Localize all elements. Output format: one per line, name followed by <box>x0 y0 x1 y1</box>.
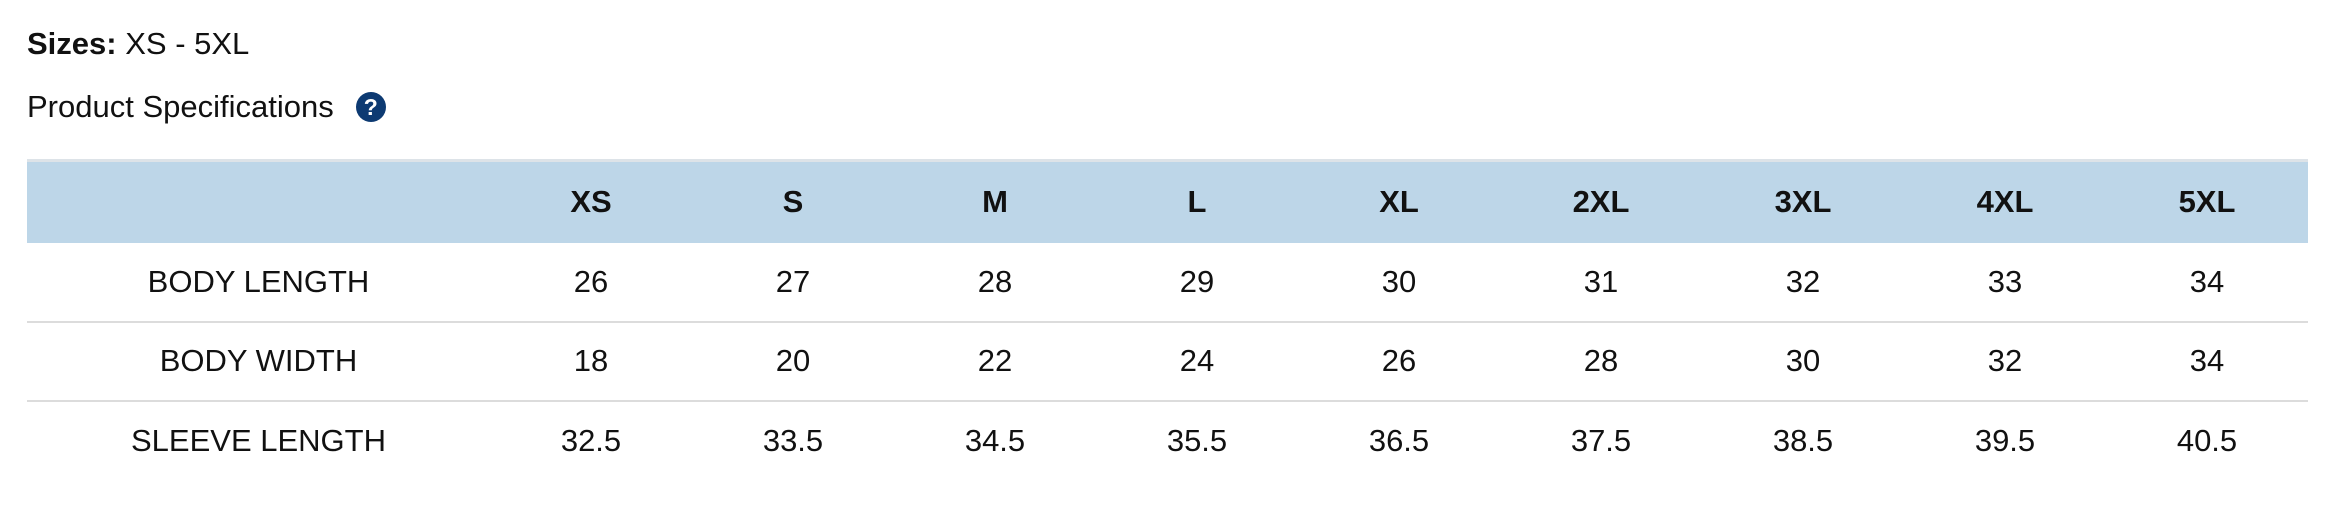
table-row: BODY LENGTH 26 27 28 29 30 31 32 33 34 <box>27 243 2308 322</box>
column-header-m: M <box>982 184 1008 220</box>
table-cell: 27 <box>775 263 811 299</box>
table-cell: 30 <box>1381 263 1417 299</box>
table-cell: 32 <box>1785 263 1821 299</box>
table-cell: 28 <box>1583 343 1619 378</box>
table-row: BODY WIDTH 18 20 22 24 26 28 30 32 34 <box>27 322 2308 401</box>
specs-title: Product Specifications <box>27 89 334 124</box>
header-empty-cell <box>27 161 490 243</box>
product-specifications-heading: Product Specifications ? <box>27 89 386 125</box>
table-cell: 24 <box>1179 343 1215 378</box>
table-cell: 30 <box>1785 343 1821 378</box>
table-cell: 29 <box>1179 263 1215 299</box>
table-cell: 31 <box>1583 263 1619 299</box>
table-cell: 33.5 <box>762 422 824 458</box>
table-cell: 37.5 <box>1570 422 1632 458</box>
table-cell: 33 <box>1987 263 2023 299</box>
table-cell: 39.5 <box>1974 422 2036 458</box>
table-cell: 18 <box>573 343 609 378</box>
column-header-s: S <box>782 184 804 220</box>
sizes-label: Sizes: <box>27 26 117 61</box>
table-header-row: XS S M L XL 2XL 3XL 4XL 5XL <box>27 160 2308 243</box>
column-header-xl: XL <box>1379 184 1419 220</box>
table-cell: 26 <box>573 263 609 299</box>
table-cell: 35.5 <box>1166 422 1228 458</box>
question-circle-icon[interactable]: ? <box>355 92 386 122</box>
column-header-l: L <box>1187 184 1207 220</box>
table-row: SLEEVE LENGTH 32.5 33.5 34.5 35.5 36.5 37.5 38.… <box>27 401 2308 480</box>
table-cell: 32 <box>1987 343 2023 378</box>
column-header-4xl: 4XL <box>1976 184 2034 220</box>
column-header-xs: XS <box>570 184 612 220</box>
table-cell: 22 <box>977 343 1013 378</box>
table-cell: 28 <box>977 263 1013 299</box>
column-header-2xl: 2XL <box>1572 184 1630 220</box>
column-header-5xl: 5XL <box>2178 184 2236 220</box>
sizes-value: XS - 5XL <box>125 26 250 61</box>
row-label: SLEEVE LENGTH <box>131 422 386 458</box>
table-cell: 34.5 <box>964 422 1026 458</box>
table-cell: 26 <box>1381 343 1417 378</box>
table-cell: 20 <box>775 343 811 378</box>
row-label: BODY WIDTH <box>159 343 358 378</box>
size-spec-table: XS S M L XL 2XL 3XL 4XL 5XL BODY LENGTH 26 27 28 29 3… <box>27 159 2308 480</box>
table-cell: 32.5 <box>560 422 622 458</box>
sizes-line: Sizes: XS - 5XL <box>27 26 249 62</box>
table-cell: 38.5 <box>1772 422 1834 458</box>
row-label: BODY LENGTH <box>147 263 370 299</box>
table-cell: 40.5 <box>2176 422 2238 458</box>
table-cell: 34 <box>2189 343 2225 378</box>
table-cell: 34 <box>2189 263 2225 299</box>
column-header-3xl: 3XL <box>1774 184 1832 220</box>
table-cell: 36.5 <box>1368 422 1430 458</box>
